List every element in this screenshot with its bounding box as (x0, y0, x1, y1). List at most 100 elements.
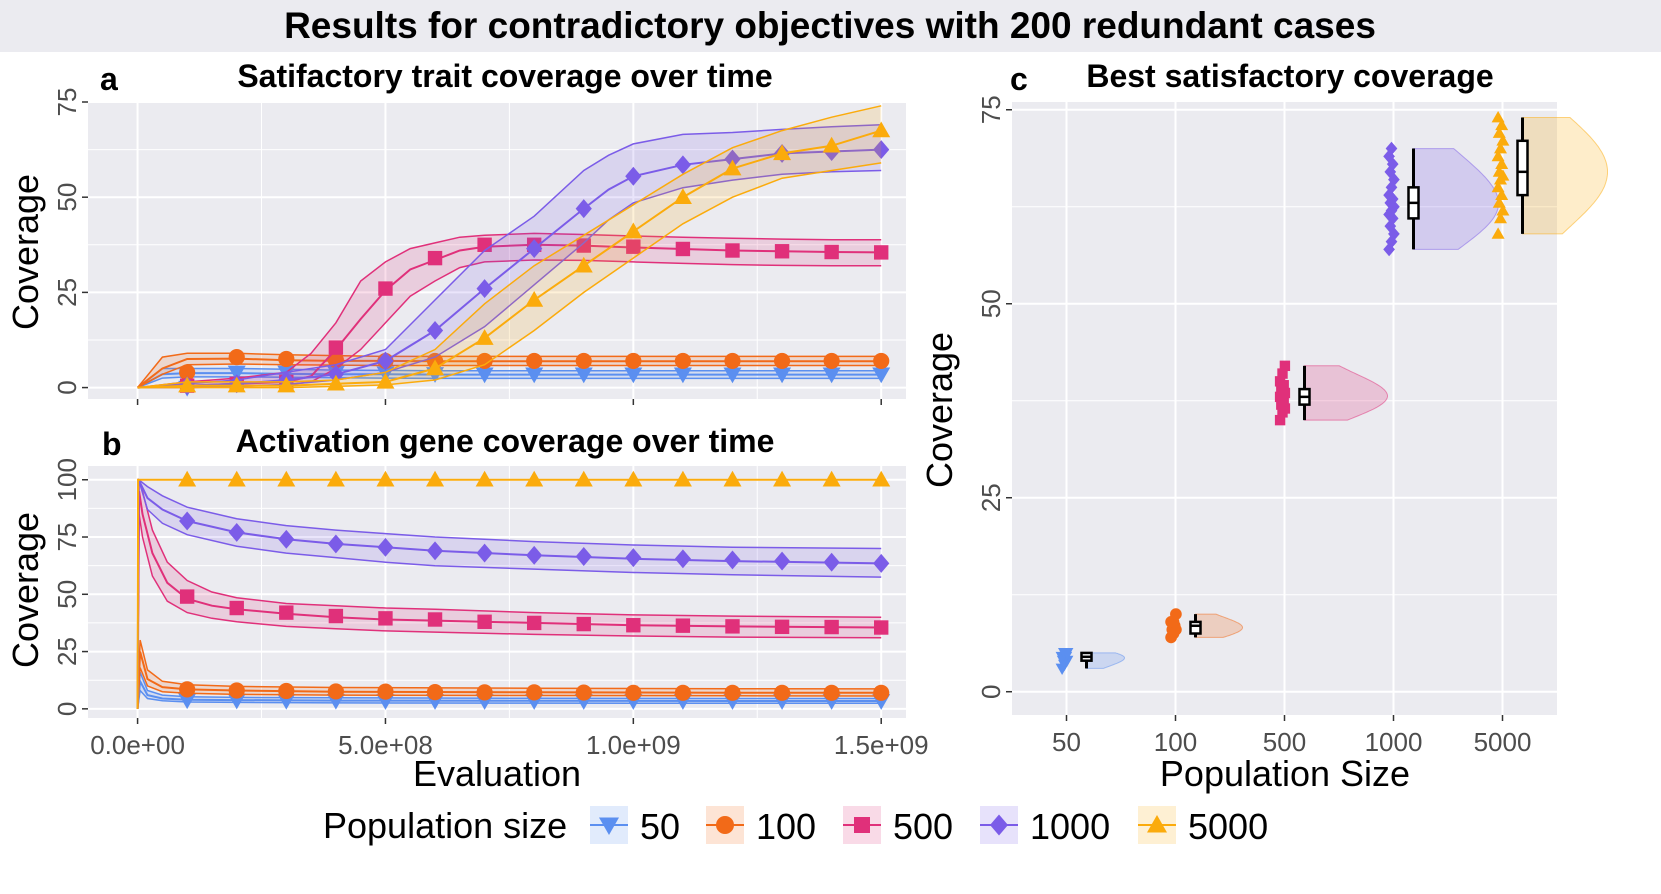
series-point-500 (328, 340, 344, 355)
data-point-50 (1060, 648, 1074, 660)
y-tick-label: 50 (52, 580, 82, 609)
series-point-100 (228, 349, 245, 366)
series-line-1000-high (136, 478, 882, 709)
series-point-5000 (426, 470, 445, 487)
series-point-5000 (624, 222, 643, 239)
legend-label-500: 500 (893, 806, 953, 847)
series-point-500 (725, 619, 740, 634)
series-point-5000 (277, 470, 296, 487)
series-point-100 (526, 684, 543, 701)
series-point-5000 (723, 159, 742, 176)
violin-5000 (1522, 117, 1608, 235)
series-point-5000 (426, 359, 445, 376)
series-point-100 (426, 684, 444, 701)
series-point-50 (723, 367, 742, 384)
series-point-100 (278, 682, 295, 700)
series-point-5000 (574, 470, 593, 487)
y-tick-label: 75 (52, 88, 82, 117)
panel-b-label: b (102, 426, 122, 462)
panel-b-chart: 0 25 50 75 100 0.0e+00 5.0e+08 1.0e+09 1.5e+09 (52, 458, 929, 760)
legend-label-50: 50 (640, 806, 680, 847)
series-point-100 (724, 684, 741, 701)
series-point-1000 (327, 534, 344, 554)
series-point-1000 (228, 522, 245, 542)
series-point-1000 (873, 140, 890, 160)
series-point-50 (773, 367, 792, 384)
box-5000 (1516, 139, 1529, 197)
series-point-100 (327, 683, 344, 700)
series-ribbon-5000 (137, 105, 882, 388)
legend-label-100: 100 (756, 806, 816, 847)
data-point-1000 (1385, 180, 1398, 195)
series-point-5000 (872, 121, 891, 138)
y-tick-label: 75 (976, 95, 1006, 124)
y-tick-label: 25 (52, 637, 82, 666)
legend-title: Population size (323, 805, 567, 846)
series-point-50 (872, 367, 891, 384)
x-tick-label: 100 (1154, 727, 1197, 757)
series-point-5000 (376, 372, 395, 389)
panel-c-title: Best satisfactory coverage (1086, 58, 1493, 94)
series-point-100 (724, 352, 741, 370)
series-ribbon-500 (137, 233, 882, 388)
series-point-500 (774, 244, 790, 259)
series-point-1000 (526, 545, 543, 565)
series-point-100 (625, 352, 642, 370)
y-tick-label: 0 (52, 380, 82, 394)
series-point-100 (377, 683, 394, 700)
legend-key-marker-50 (599, 817, 619, 835)
series-point-5000 (277, 376, 296, 393)
x-tick-label: 0.0e+00 (90, 730, 185, 760)
series-point-5000 (227, 470, 246, 487)
series-point-50 (574, 367, 593, 384)
x-tick-label: 5.0e+08 (338, 730, 433, 760)
y-tick-label: 0 (976, 684, 1006, 698)
series-point-50 (227, 365, 246, 382)
series-point-100 (476, 352, 493, 370)
series-point-500 (774, 619, 790, 635)
violin-500 (1304, 365, 1388, 421)
series-point-500 (229, 600, 244, 616)
series-point-50 (227, 693, 246, 710)
y-tick-label: 75 (52, 523, 82, 552)
panel-a-label: a (100, 61, 118, 97)
panel-b-title: Activation gene coverage over time (236, 423, 775, 459)
series-point-1000 (873, 553, 890, 573)
series-point-100 (823, 352, 840, 370)
x-tick-label: 5000 (1474, 727, 1532, 757)
data-point-5000 (1495, 157, 1509, 169)
series-point-500 (675, 241, 691, 257)
data-point-5000 (1492, 165, 1506, 177)
data-point-5000 (1492, 126, 1506, 138)
series-point-5000 (773, 470, 792, 487)
series-point-100 (228, 682, 245, 699)
series-point-5000 (525, 470, 544, 487)
series-point-100 (873, 352, 890, 370)
x-tick-label: 50 (1052, 727, 1081, 757)
series-point-50 (525, 367, 544, 384)
series-point-500 (576, 238, 591, 253)
series-point-500 (675, 618, 691, 633)
series-point-100 (575, 352, 592, 370)
series-point-1000 (724, 550, 741, 570)
panel-c-ylabel: Coverage (919, 332, 960, 488)
data-point-5000 (1495, 118, 1509, 131)
series-point-500 (626, 239, 641, 254)
series-line-500-high (137, 232, 882, 389)
violin-50 (1086, 652, 1125, 669)
series-point-1000 (674, 155, 692, 175)
series-point-1000 (575, 547, 592, 566)
series-point-500 (824, 619, 839, 635)
series-point-1000 (526, 239, 543, 259)
series-point-500 (874, 245, 889, 260)
series-point-100 (823, 684, 840, 701)
data-point-500 (1277, 368, 1288, 379)
series-point-5000 (227, 376, 246, 393)
y-tick-label: 25 (52, 278, 82, 307)
series-point-5000 (178, 376, 197, 393)
series-point-5000 (822, 470, 841, 487)
x-tick-label: 1000 (1365, 727, 1423, 757)
series-point-1000 (377, 351, 394, 371)
y-tick-label: 50 (52, 183, 82, 212)
